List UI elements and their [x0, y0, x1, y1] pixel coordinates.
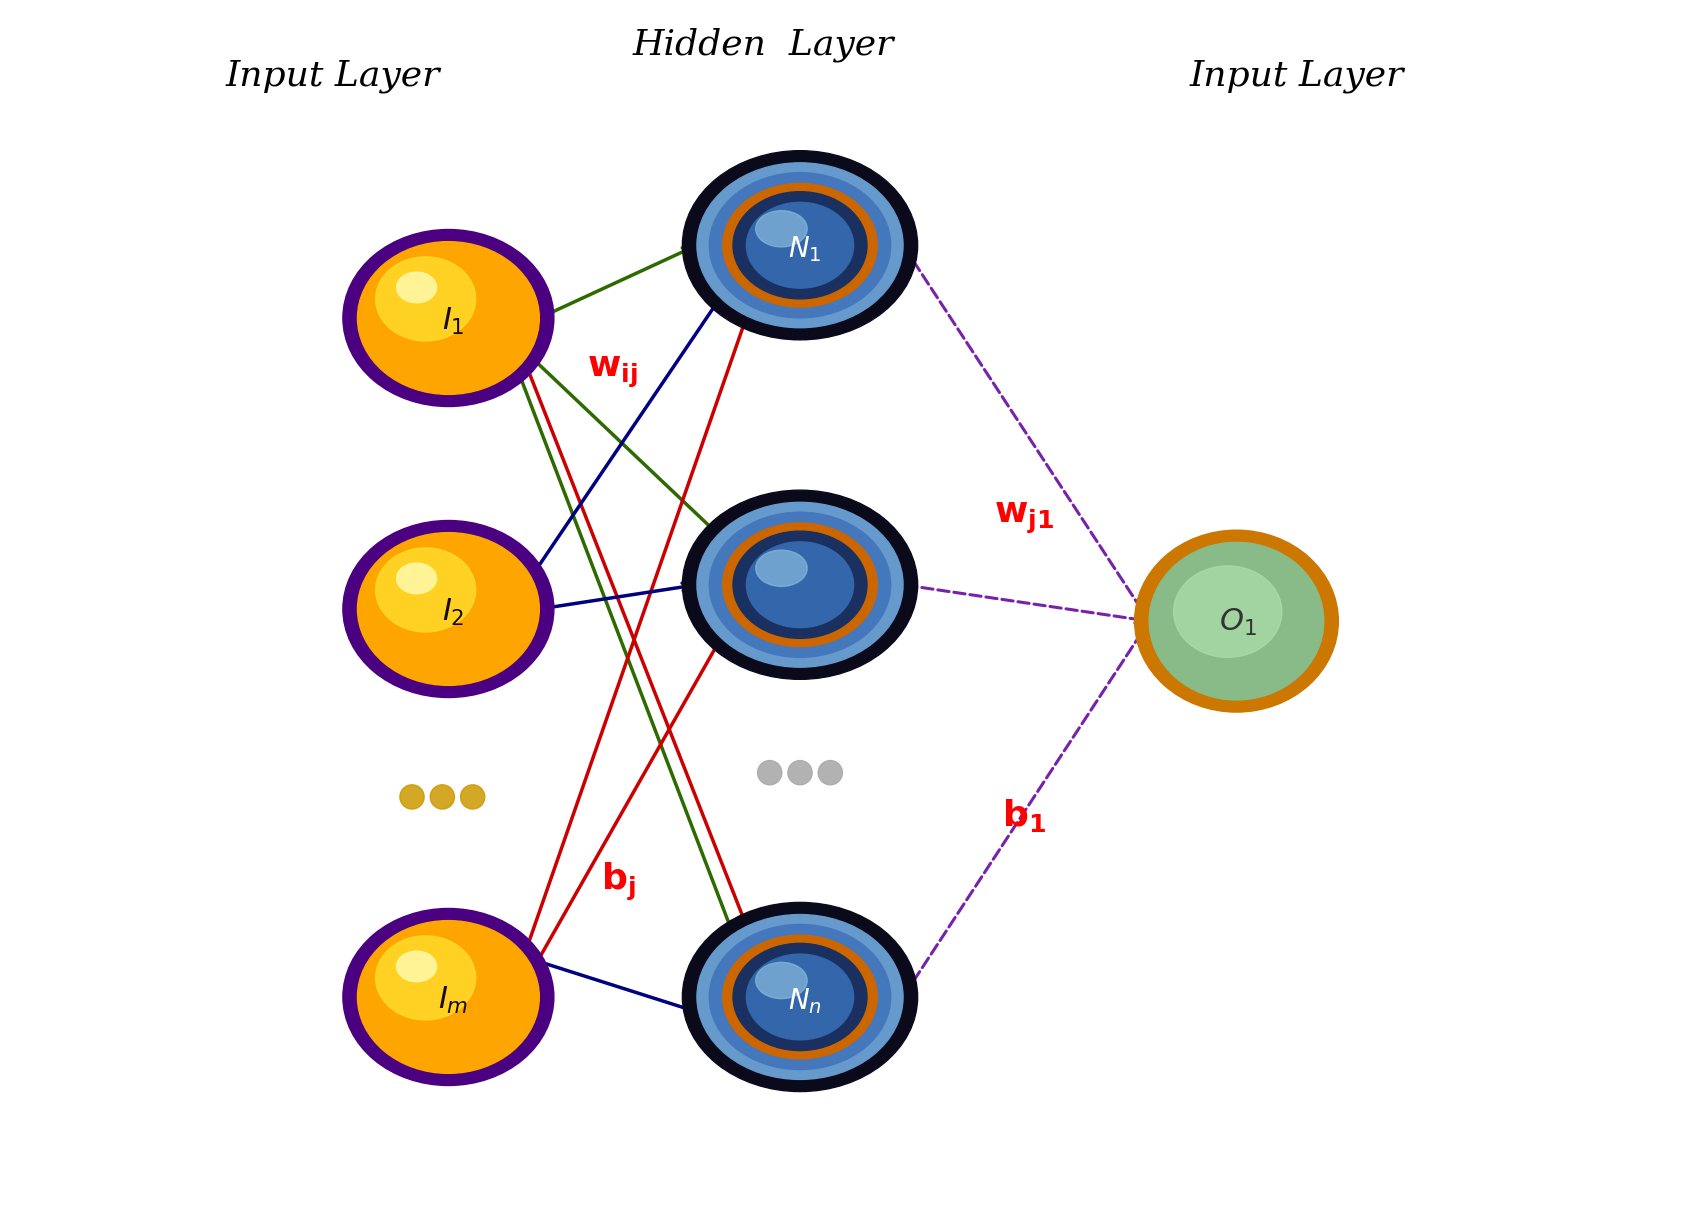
Ellipse shape — [343, 229, 553, 407]
Circle shape — [757, 760, 782, 784]
Ellipse shape — [733, 944, 867, 1051]
Text: $\mathbf{w_{ij}}$: $\mathbf{w_{ij}}$ — [587, 354, 638, 390]
Text: $\mathbf{b_1}$: $\mathbf{b_1}$ — [1003, 797, 1047, 833]
Circle shape — [787, 760, 813, 784]
Ellipse shape — [709, 924, 891, 1069]
Ellipse shape — [682, 151, 918, 340]
Ellipse shape — [723, 935, 877, 1058]
Ellipse shape — [733, 531, 867, 638]
Ellipse shape — [375, 935, 475, 1019]
Circle shape — [400, 784, 424, 809]
Ellipse shape — [733, 191, 867, 298]
Ellipse shape — [375, 257, 475, 341]
Ellipse shape — [358, 241, 540, 395]
Text: $O_1$: $O_1$ — [1220, 607, 1257, 638]
Ellipse shape — [358, 921, 540, 1073]
Ellipse shape — [343, 909, 553, 1085]
Ellipse shape — [1135, 530, 1339, 713]
Ellipse shape — [343, 520, 553, 698]
Ellipse shape — [747, 202, 854, 289]
Ellipse shape — [755, 962, 808, 999]
Ellipse shape — [375, 548, 475, 632]
Ellipse shape — [682, 490, 918, 680]
Circle shape — [460, 784, 485, 809]
Text: Hidden  Layer: Hidden Layer — [633, 28, 894, 62]
Ellipse shape — [755, 551, 808, 586]
Text: Input Layer: Input Layer — [226, 58, 441, 93]
Circle shape — [818, 760, 842, 784]
Text: $I_m$: $I_m$ — [438, 985, 468, 1016]
Ellipse shape — [747, 954, 854, 1040]
Text: $\mathbf{b_j}$: $\mathbf{b_j}$ — [601, 861, 635, 903]
Text: $N_1$: $N_1$ — [789, 235, 821, 264]
Ellipse shape — [709, 173, 891, 318]
Ellipse shape — [682, 903, 918, 1091]
Text: $\mathbf{w_{j1}}$: $\mathbf{w_{j1}}$ — [994, 501, 1054, 536]
Ellipse shape — [709, 513, 891, 658]
Ellipse shape — [755, 211, 808, 247]
Ellipse shape — [723, 523, 877, 647]
Text: $I_2$: $I_2$ — [441, 597, 465, 628]
Ellipse shape — [723, 184, 877, 307]
Text: $N_n$: $N_n$ — [789, 987, 821, 1016]
Text: Input Layer: Input Layer — [1190, 58, 1405, 93]
Circle shape — [431, 784, 455, 809]
Ellipse shape — [397, 272, 436, 303]
Ellipse shape — [697, 915, 903, 1079]
Text: $I_1$: $I_1$ — [441, 306, 465, 337]
Ellipse shape — [397, 951, 436, 982]
Ellipse shape — [697, 502, 903, 667]
Ellipse shape — [747, 542, 854, 627]
Ellipse shape — [697, 163, 903, 328]
Ellipse shape — [1174, 566, 1281, 658]
Ellipse shape — [1149, 542, 1324, 700]
Ellipse shape — [397, 563, 436, 593]
Ellipse shape — [358, 532, 540, 686]
